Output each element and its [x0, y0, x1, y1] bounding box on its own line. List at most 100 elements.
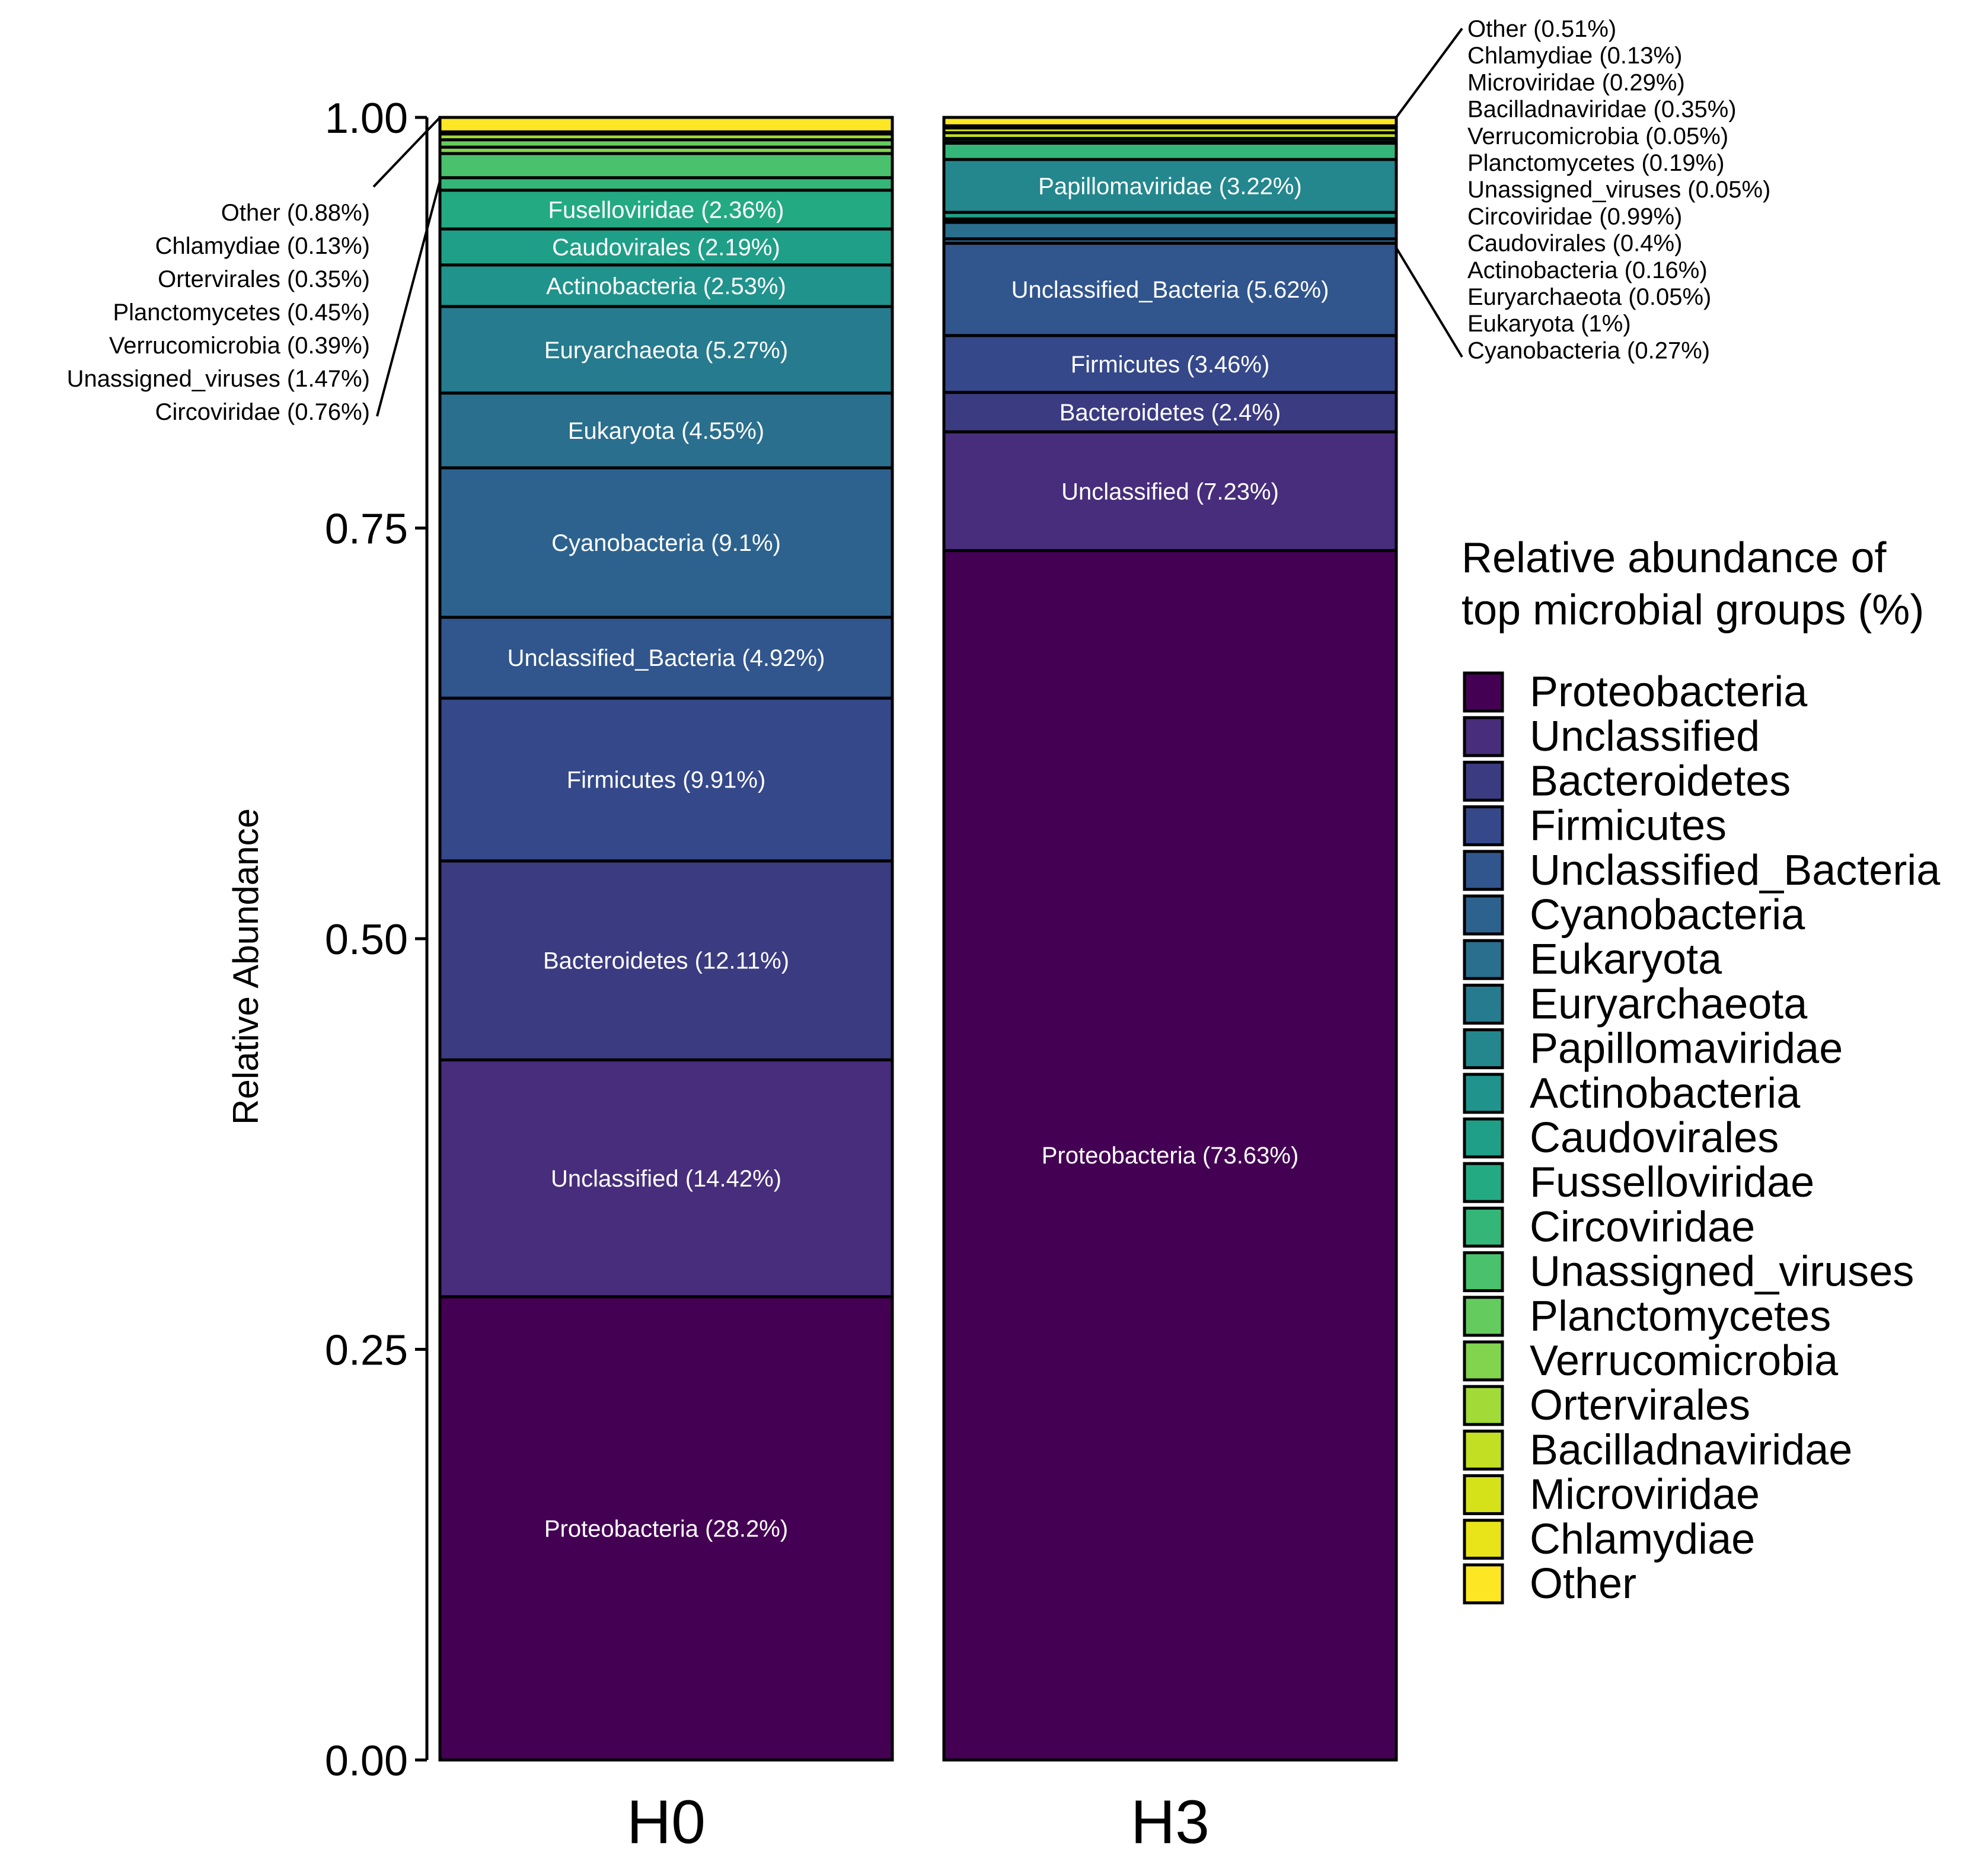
callout-leader-top	[372, 116, 441, 188]
segment-label: Euryarchaeota (5.27%)	[544, 337, 788, 363]
legend-item: Eukaryota	[1463, 936, 1722, 983]
legend-swatch	[1463, 716, 1504, 757]
legend-label: Euryarchaeota	[1530, 980, 1808, 1028]
callout-label: Microviridae (0.29%)	[1467, 69, 1685, 95]
legend-swatch	[1463, 1385, 1504, 1426]
legend-label: Fusselloviridae	[1530, 1159, 1814, 1206]
segment-cyanobacteria	[438, 466, 894, 619]
segment-label: Firmicutes (3.46%)	[1071, 352, 1270, 378]
callout-label: Eukaryota (1%)	[1467, 311, 1631, 337]
segment-label: Eukaryota (4.55%)	[568, 418, 764, 444]
y-tick-label: 0.75	[325, 506, 408, 553]
segment-circoviridae	[942, 141, 1398, 161]
segment-label: Fuselloviridae (2.36%)	[548, 197, 784, 223]
legend-item: Actinobacteria	[1463, 1070, 1801, 1117]
legend-swatch	[1463, 1519, 1504, 1560]
legend-item: Other	[1463, 1560, 1636, 1608]
y-tick-label: 0.25	[325, 1327, 408, 1375]
segment-label: Bacteroidetes (12.11%)	[543, 948, 789, 974]
segment-unclassified	[438, 1058, 894, 1299]
legend-label: Unclassified	[1530, 713, 1760, 760]
callout-label: Ortervirales (0.35%)	[158, 266, 370, 292]
callout-label: Verrucomicrobia (0.05%)	[1467, 123, 1728, 149]
x-tick-label: H3	[1131, 1788, 1210, 1857]
segment-label: Proteobacteria (28.2%)	[544, 1516, 788, 1542]
segment-circoviridae	[438, 176, 894, 192]
legend-swatch	[1463, 1117, 1504, 1159]
legend-swatch	[1463, 1162, 1504, 1203]
legend-swatch	[1463, 939, 1504, 980]
legend-label: Circoviridae	[1530, 1203, 1755, 1251]
callout-label: Caudovirales (0.4%)	[1467, 231, 1682, 257]
legend-item: Bacilladnaviridae	[1463, 1426, 1852, 1474]
legend-swatch	[1463, 805, 1504, 847]
legend-swatch	[1463, 1028, 1504, 1070]
segment-unassigned_viruses	[438, 152, 894, 180]
segment-label: Papillomaviridae (3.22%)	[1038, 174, 1302, 200]
legend-swatch	[1463, 983, 1504, 1025]
segment-label: Cyanobacteria (9.1%)	[551, 530, 781, 556]
segment-unclassified_bacteria	[438, 616, 894, 700]
bar-outline	[438, 116, 894, 1762]
legend-item: Verrucomicrobia	[1463, 1337, 1839, 1385]
callout-label: Other (0.88%)	[221, 200, 370, 226]
callout-label: Planctomycetes (0.19%)	[1467, 150, 1725, 176]
legend-label: Microviridae	[1530, 1471, 1760, 1519]
legend-item: Unassigned_viruses	[1463, 1248, 1914, 1296]
legend-item: Ortervirales	[1463, 1382, 1750, 1429]
legend-label: Planctomycetes	[1530, 1293, 1831, 1340]
bar-H3: Proteobacteria (73.63%) Unclassified (7.2…	[942, 116, 1398, 1857]
legend-label: Actinobacteria	[1530, 1070, 1801, 1117]
legend-item: Proteobacteria	[1463, 668, 1808, 716]
callout-label: Planctomycetes (0.45%)	[113, 299, 370, 326]
segment-label: Proteobacteria (73.63%)	[1042, 1143, 1299, 1169]
legend-title: Relative abundance of	[1462, 534, 1887, 582]
legend-label: Unclassified_Bacteria	[1530, 847, 1941, 894]
callout-layer: Other (0.88%) Chlamydiae (0.13%) Ortervira…	[67, 16, 1771, 425]
bar-outline	[942, 116, 1398, 1762]
segment-label: Unclassified_Bacteria (4.92%)	[508, 645, 825, 671]
legend-label: Unassigned_viruses	[1530, 1248, 1914, 1296]
legend-label: Proteobacteria	[1530, 668, 1808, 716]
segment-eukaryota	[438, 391, 894, 470]
y-tick-label: 0.00	[325, 1737, 408, 1785]
legend-item: Unclassified_Bacteria	[1463, 847, 1941, 894]
callout-label: Chlamydiae (0.13%)	[155, 233, 370, 259]
callout-label: Actinobacteria (0.16%)	[1467, 257, 1708, 283]
legend-label: Firmicutes	[1530, 802, 1727, 850]
legend-swatch	[1463, 894, 1504, 936]
callout-leader-top	[1395, 27, 1463, 119]
legend-item: Papillomaviridae	[1463, 1025, 1843, 1073]
legend-item: Bacteroidetes	[1463, 757, 1791, 805]
legend-swatch	[1463, 850, 1504, 891]
bars-layer: Proteobacteria (28.2%) Unclassified (14.4…	[438, 116, 1398, 1857]
y-tick-label: 1.00	[325, 95, 408, 142]
segment-label: Firmicutes (9.91%)	[567, 767, 766, 793]
legend-title: top microbial groups (%)	[1462, 586, 1924, 634]
legend-label: Chlamydiae	[1530, 1516, 1755, 1563]
callout-label: Unassigned_viruses (1.47%)	[67, 366, 370, 392]
legend-swatch	[1463, 1429, 1504, 1471]
segment-label: Bacteroidetes (2.4%)	[1060, 400, 1281, 426]
callout-leader-bottom	[376, 180, 441, 417]
segment-proteobacteria	[438, 1295, 894, 1762]
bar-H0: Proteobacteria (28.2%) Unclassified (14.4…	[438, 116, 894, 1857]
segment-eukaryota	[942, 221, 1398, 241]
callout-label: Circoviridae (0.76%)	[155, 399, 370, 425]
segment-firmicutes	[438, 696, 894, 863]
legend-item: Caudovirales	[1463, 1114, 1779, 1162]
legend-item: Euryarchaeota	[1463, 980, 1808, 1028]
segment-other	[438, 116, 894, 133]
x-tick-label: H0	[627, 1788, 706, 1857]
legend-swatch	[1463, 1296, 1504, 1337]
segment-firmicutes	[942, 334, 1398, 394]
legend-swatch	[1463, 760, 1504, 802]
y-axis-title: Relative Abundance	[226, 808, 266, 1125]
legend-swatch	[1463, 1340, 1504, 1382]
legend-label: Cyanobacteria	[1530, 891, 1805, 939]
callout-label: Bacilladnaviridae (0.35%)	[1467, 97, 1737, 123]
segment-label: Unclassified (7.23%)	[1061, 479, 1279, 505]
legend-item: Unclassified	[1463, 713, 1760, 760]
